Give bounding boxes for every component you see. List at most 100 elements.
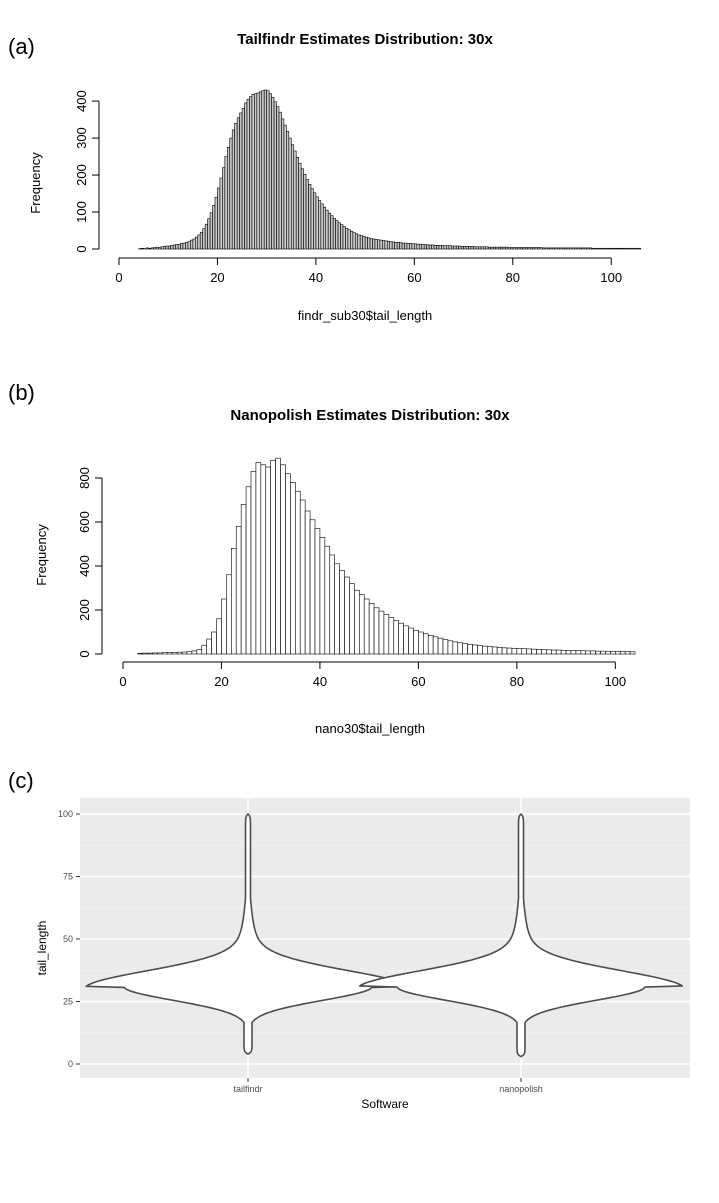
histogram-bar (278, 111, 282, 250)
histogram-bar (442, 639, 449, 655)
x-tick-label: 20 (210, 270, 224, 285)
histogram-bar (521, 648, 527, 655)
histogram-bar (315, 196, 319, 250)
histogram-bar (598, 247, 602, 250)
histogram-bar (231, 548, 237, 655)
histogram-bar (175, 244, 179, 250)
histogram-bar (288, 137, 292, 250)
histogram-bar (379, 239, 383, 250)
histogram-bar (152, 652, 158, 655)
histogram-bar (150, 247, 154, 250)
histogram-bar (537, 247, 541, 250)
histogram-bar (182, 242, 186, 250)
histogram-bar (256, 92, 260, 250)
histogram-bar (180, 243, 184, 250)
histogram-bar (606, 247, 610, 250)
histogram-bar (507, 247, 511, 250)
panel-label-b: (b) (8, 380, 35, 405)
histogram-bar (613, 247, 617, 250)
histogram-bar (423, 244, 427, 250)
histogram-bar (524, 247, 528, 250)
histogram-bar (181, 651, 188, 655)
x-tick-label: 0 (115, 270, 122, 285)
histogram-bar (359, 594, 365, 655)
histogram-bar (246, 98, 250, 250)
histogram-bar (443, 245, 447, 250)
histogram-bar (386, 240, 391, 250)
histogram-bar (308, 183, 312, 250)
histogram-bar (335, 220, 339, 250)
histogram-bar (347, 229, 351, 250)
histogram-bar (431, 244, 435, 250)
x-tick-label: 20 (214, 674, 228, 689)
histogram-bar (531, 648, 537, 655)
histogram-bar (462, 643, 468, 655)
x-tick-label: tailfindr (233, 1084, 262, 1094)
histogram-bar (546, 247, 551, 250)
histogram-bar (389, 241, 393, 250)
histogram-bar (148, 247, 152, 250)
histogram-bar (167, 245, 171, 250)
histogram-bar (396, 242, 400, 250)
histogram-bar (298, 162, 302, 250)
histogram-bar (630, 247, 634, 250)
histogram-bar (411, 243, 415, 250)
x-tick-label: 0 (119, 674, 126, 689)
histogram-bar (480, 246, 484, 250)
histogram-bar (171, 652, 178, 655)
histogram-bar (542, 247, 546, 250)
x-tick-label: 40 (313, 674, 327, 689)
histogram-bar (595, 650, 601, 655)
histogram-bar (235, 526, 242, 655)
nanopolish-histogram: Nanopolish Estimates Distribution: 30x F… (34, 407, 636, 736)
histogram-bar (345, 227, 349, 250)
histogram-bar (367, 237, 371, 250)
histogram-bar (541, 649, 547, 655)
histogram-bar (615, 651, 621, 655)
histogram-bar (212, 205, 216, 250)
histogram-bar (268, 93, 272, 250)
histogram-bar (569, 247, 573, 250)
histogram-bar (427, 635, 434, 655)
histogram-bar (625, 247, 629, 250)
histogram-bar (447, 640, 454, 655)
histogram-bar (197, 234, 201, 250)
histogram-bar (349, 583, 355, 655)
histogram-bar (468, 246, 472, 250)
histogram-bar (201, 644, 207, 655)
histogram-bar (364, 236, 368, 250)
histogram-bar (596, 247, 600, 250)
histogram-bar (600, 650, 606, 655)
histogram-bar (199, 232, 203, 250)
histogram-bar (186, 651, 193, 655)
histogram-bar (229, 137, 233, 250)
histogram-bar (299, 499, 306, 655)
histogram-bar (506, 647, 513, 655)
histogram-bar (497, 246, 501, 250)
histogram-bar (414, 243, 418, 250)
histogram-bar (383, 614, 390, 655)
y-tick-label: 50 (63, 934, 73, 944)
histogram-bar (585, 650, 591, 655)
histogram-bar (377, 239, 381, 250)
histogram-bar (265, 466, 271, 655)
histogram-bar (241, 108, 245, 250)
histogram-bar (575, 650, 582, 655)
histogram-bar (263, 89, 267, 250)
histogram-bar (463, 246, 467, 250)
histogram-bar (603, 247, 607, 250)
histogram-bar (359, 235, 363, 250)
histogram-bar (318, 200, 322, 250)
histogram-bar (496, 647, 503, 655)
histogram-bar (446, 245, 450, 250)
histogram-bar (244, 102, 248, 250)
histogram-bar (409, 243, 413, 250)
histogram-bar (578, 247, 582, 250)
histogram-bar (423, 633, 429, 655)
histogram-bar (155, 246, 159, 250)
x-tick-label: 60 (411, 674, 425, 689)
histogram-bar (163, 246, 167, 250)
histogram-bar (583, 247, 587, 250)
histogram-bar (363, 598, 370, 655)
histogram-bar (532, 247, 536, 250)
